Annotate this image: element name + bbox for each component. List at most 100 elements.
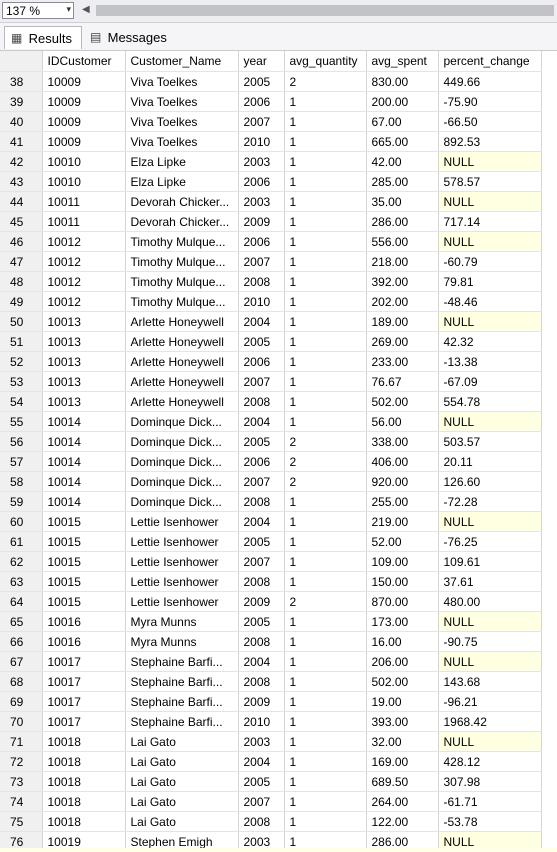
table-cell[interactable]: 10018 bbox=[42, 731, 126, 752]
table-cell[interactable]: 2006 bbox=[238, 91, 285, 112]
table-cell[interactable]: 10019 bbox=[42, 831, 126, 848]
table-cell[interactable]: NULL bbox=[438, 511, 542, 532]
table-cell[interactable]: 665.00 bbox=[366, 131, 439, 152]
table-cell[interactable]: 218.00 bbox=[366, 251, 439, 272]
table-row[interactable]: 60 10015 Lettie Isenhower 2004 1 219.00 NULL bbox=[0, 511, 542, 532]
table-cell[interactable]: Timothy Mulque... bbox=[125, 231, 239, 252]
table-cell[interactable]: 10010 bbox=[42, 171, 126, 192]
table-cell[interactable]: 10018 bbox=[42, 751, 126, 772]
row-number[interactable]: 70 bbox=[0, 711, 43, 732]
table-row[interactable]: 46 10012 Timothy Mulque... 2006 1 556.00 NULL bbox=[0, 231, 542, 252]
table-cell[interactable]: 2007 bbox=[238, 551, 285, 572]
table-cell[interactable]: 286.00 bbox=[366, 831, 439, 848]
table-cell[interactable]: Stephen Emigh bbox=[125, 831, 239, 848]
table-cell[interactable]: 2008 bbox=[238, 391, 285, 412]
column-header[interactable]: Customer_Name bbox=[125, 51, 239, 72]
table-row[interactable]: 68 10017 Stephaine Barfi... 2008 1 502.00 143.… bbox=[0, 671, 542, 692]
table-cell[interactable]: 109.00 bbox=[366, 551, 439, 572]
table-cell[interactable]: 2005 bbox=[238, 531, 285, 552]
table-cell[interactable]: -90.75 bbox=[438, 631, 542, 652]
row-number[interactable]: 43 bbox=[0, 171, 43, 192]
table-cell[interactable]: 10017 bbox=[42, 691, 126, 712]
table-cell[interactable]: 1 bbox=[284, 91, 367, 112]
table-cell[interactable]: 920.00 bbox=[366, 471, 439, 492]
table-cell[interactable]: 2005 bbox=[238, 71, 285, 92]
table-cell[interactable]: 392.00 bbox=[366, 271, 439, 292]
table-cell[interactable]: NULL bbox=[438, 611, 542, 632]
table-cell[interactable]: Lettie Isenhower bbox=[125, 571, 239, 592]
table-row[interactable]: 69 10017 Stephaine Barfi... 2009 1 19.00 -96.2… bbox=[0, 691, 542, 712]
row-number[interactable]: 53 bbox=[0, 371, 43, 392]
table-cell[interactable]: 307.98 bbox=[438, 771, 542, 792]
table-row[interactable]: 63 10015 Lettie Isenhower 2008 1 150.00 37.61 bbox=[0, 571, 542, 592]
row-number-header[interactable] bbox=[0, 51, 43, 72]
table-cell[interactable]: -53.78 bbox=[438, 811, 542, 832]
table-cell[interactable]: Viva Toelkes bbox=[125, 91, 239, 112]
table-cell[interactable]: 1 bbox=[284, 191, 367, 212]
column-header[interactable]: percent_change bbox=[438, 51, 542, 72]
table-cell[interactable]: 1 bbox=[284, 611, 367, 632]
table-cell[interactable]: 830.00 bbox=[366, 71, 439, 92]
table-cell[interactable]: NULL bbox=[438, 731, 542, 752]
row-number[interactable]: 64 bbox=[0, 591, 43, 612]
table-cell[interactable]: 2008 bbox=[238, 571, 285, 592]
table-cell[interactable]: 10017 bbox=[42, 711, 126, 732]
table-cell[interactable]: -61.71 bbox=[438, 791, 542, 812]
table-cell[interactable]: 10009 bbox=[42, 71, 126, 92]
table-cell[interactable]: 10018 bbox=[42, 811, 126, 832]
table-cell[interactable]: -75.90 bbox=[438, 91, 542, 112]
table-cell[interactable]: 2004 bbox=[238, 751, 285, 772]
table-cell[interactable]: 2007 bbox=[238, 251, 285, 272]
table-cell[interactable]: 1 bbox=[284, 231, 367, 252]
table-cell[interactable]: -67.09 bbox=[438, 371, 542, 392]
row-number[interactable]: 61 bbox=[0, 531, 43, 552]
table-cell[interactable]: 428.12 bbox=[438, 751, 542, 772]
table-cell[interactable]: Lai Gato bbox=[125, 771, 239, 792]
table-cell[interactable]: Stephaine Barfi... bbox=[125, 651, 239, 672]
table-cell[interactable]: 10013 bbox=[42, 371, 126, 392]
table-cell[interactable]: 56.00 bbox=[366, 411, 439, 432]
table-row[interactable]: 41 10009 Viva Toelkes 2010 1 665.00 892.53 bbox=[0, 131, 542, 152]
table-cell[interactable]: Arlette Honeywell bbox=[125, 391, 239, 412]
table-cell[interactable]: 10012 bbox=[42, 251, 126, 272]
table-cell[interactable]: 2004 bbox=[238, 651, 285, 672]
table-cell[interactable]: 42.00 bbox=[366, 151, 439, 172]
tab-messages[interactable]: ▤ Messages bbox=[84, 26, 180, 49]
table-row[interactable]: 43 10010 Elza Lipke 2006 1 285.00 578.57 bbox=[0, 171, 542, 192]
table-cell[interactable]: 126.60 bbox=[438, 471, 542, 492]
table-cell[interactable]: 1 bbox=[284, 491, 367, 512]
table-cell[interactable]: 285.00 bbox=[366, 171, 439, 192]
table-cell[interactable]: 42.32 bbox=[438, 331, 542, 352]
table-cell[interactable]: 10014 bbox=[42, 451, 126, 472]
table-row[interactable]: 73 10018 Lai Gato 2005 1 689.50 307.98 bbox=[0, 771, 542, 792]
table-cell[interactable]: 109.61 bbox=[438, 551, 542, 572]
row-number[interactable]: 45 bbox=[0, 211, 43, 232]
table-cell[interactable]: 16.00 bbox=[366, 631, 439, 652]
table-cell[interactable]: Timothy Mulque... bbox=[125, 271, 239, 292]
scroll-left-icon[interactable]: ◀ bbox=[82, 4, 90, 15]
table-row[interactable]: 38 10009 Viva Toelkes 2005 2 830.00 449.66 bbox=[0, 71, 542, 92]
table-cell[interactable]: 1 bbox=[284, 311, 367, 332]
row-number[interactable]: 75 bbox=[0, 811, 43, 832]
table-cell[interactable]: NULL bbox=[438, 411, 542, 432]
table-cell[interactable]: 1 bbox=[284, 751, 367, 772]
table-cell[interactable]: 502.00 bbox=[366, 391, 439, 412]
table-cell[interactable]: Devorah Chicker... bbox=[125, 211, 239, 232]
table-cell[interactable]: 717.14 bbox=[438, 211, 542, 232]
row-number[interactable]: 72 bbox=[0, 751, 43, 772]
table-cell[interactable]: Lai Gato bbox=[125, 791, 239, 812]
table-cell[interactable]: 2006 bbox=[238, 231, 285, 252]
table-cell[interactable]: 269.00 bbox=[366, 331, 439, 352]
table-cell[interactable]: 1 bbox=[284, 391, 367, 412]
table-cell[interactable]: 1 bbox=[284, 691, 367, 712]
table-cell[interactable]: 2006 bbox=[238, 351, 285, 372]
table-cell[interactable]: 2004 bbox=[238, 511, 285, 532]
table-cell[interactable]: 1 bbox=[284, 631, 367, 652]
table-row[interactable]: 61 10015 Lettie Isenhower 2005 1 52.00 -76.25 bbox=[0, 531, 542, 552]
table-cell[interactable]: 10016 bbox=[42, 631, 126, 652]
table-cell[interactable]: 202.00 bbox=[366, 291, 439, 312]
table-cell[interactable]: 1 bbox=[284, 651, 367, 672]
table-cell[interactable]: 1 bbox=[284, 791, 367, 812]
table-cell[interactable]: 2004 bbox=[238, 311, 285, 332]
table-row[interactable]: 56 10014 Dominque Dick... 2005 2 338.00 503.57 bbox=[0, 431, 542, 452]
